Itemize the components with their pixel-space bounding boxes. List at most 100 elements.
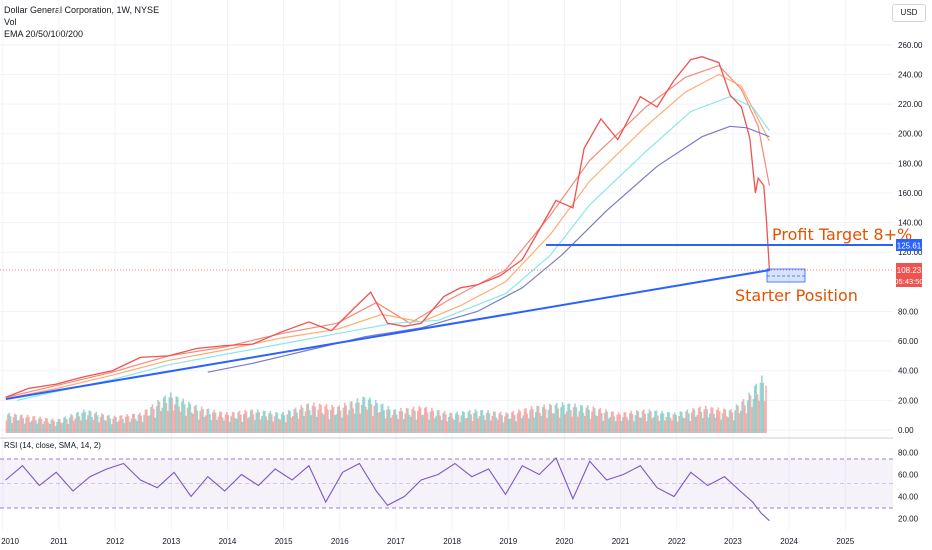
volume-bar	[678, 415, 680, 433]
starter-position-annotation[interactable]: Starter Position	[735, 286, 858, 305]
currency-button[interactable]: USD	[892, 4, 926, 22]
volume-bar	[341, 417, 343, 433]
volume-bar	[487, 410, 489, 433]
volume-bar	[262, 410, 265, 433]
volume-bar	[85, 419, 88, 433]
volume-bar	[390, 417, 392, 433]
volume-bar	[402, 419, 405, 433]
volume-bar	[176, 397, 179, 433]
rsi-legend[interactable]: RSI (14, close, SMA, 14, 2)	[4, 441, 101, 450]
volume-bar	[401, 411, 404, 433]
volume-bar	[81, 412, 84, 433]
volume-bar	[634, 415, 637, 433]
volume-bar	[425, 406, 428, 433]
volume-bar	[450, 413, 453, 433]
volume-bar	[414, 410, 416, 433]
volume-bar	[372, 416, 374, 433]
volume-bar	[49, 423, 51, 433]
price-tick-label: 80.00	[898, 307, 919, 316]
volume-bar	[728, 410, 731, 433]
volume-bar	[659, 413, 662, 433]
volume-bar	[464, 418, 467, 433]
rsi-axis[interactable]: 20.00 40.00 60.00 80.00	[898, 449, 919, 524]
volume-bar	[523, 408, 526, 433]
volume-bar	[89, 411, 92, 433]
chart-legend: Dollar General Corporation, 1W, NYSE Vol…	[4, 4, 159, 40]
rsi-tick-label: 80.00	[898, 449, 919, 458]
ema-lines	[5, 64, 770, 401]
support-trendline[interactable]	[5, 269, 771, 400]
volume-bar	[134, 418, 137, 433]
ema-line-ema-20	[5, 64, 770, 398]
volume-bar	[497, 419, 499, 433]
volume-bar	[575, 407, 578, 433]
volume-bar	[241, 421, 244, 433]
volume-bar	[380, 404, 383, 433]
volume-bar	[366, 409, 369, 433]
profit-target-annotation[interactable]: Profit Target 8+%	[772, 225, 912, 244]
volume-bar	[377, 412, 380, 433]
volume-bar	[658, 420, 661, 433]
volume-bar	[386, 409, 388, 433]
volume-bar	[256, 409, 259, 433]
volume-bar	[418, 405, 421, 433]
starter-position-box[interactable]	[766, 268, 806, 283]
volume-bar	[405, 407, 408, 433]
volume-bar	[359, 413, 362, 433]
volume-bar	[11, 422, 13, 433]
volume-bar	[741, 401, 743, 433]
time-axis[interactable]: 2010 2011 2012 2013 2014 2015 2016 2017 2018 2019…	[1, 537, 855, 546]
volume-bar	[717, 407, 720, 433]
volume-bar	[617, 412, 620, 433]
volume-bar	[530, 406, 533, 433]
volume-bar	[365, 406, 367, 433]
volume-bar	[438, 410, 440, 433]
volume-bar	[581, 405, 583, 433]
volume-bar	[682, 417, 684, 433]
volume-bar	[404, 413, 406, 433]
volume-bar	[150, 407, 152, 433]
symbol-title[interactable]: Dollar General Corporation, 1W, NYSE	[4, 5, 160, 15]
price-tick-label: 220.00	[898, 100, 923, 109]
volume-bar	[353, 413, 356, 433]
volume-bar	[346, 414, 349, 433]
price-tick-label: 260.00	[898, 41, 923, 50]
volume-bar	[763, 401, 766, 433]
rsi-line	[5, 457, 770, 522]
volume-bar	[400, 407, 402, 433]
volume-bar	[417, 411, 419, 433]
volume-bar	[411, 408, 413, 433]
volume-bar	[304, 411, 307, 433]
volume-bar	[16, 420, 19, 433]
volume-bar	[683, 418, 686, 433]
volume-bar	[429, 411, 432, 433]
volume-bar	[506, 413, 509, 433]
volume-bar	[313, 402, 315, 433]
volume-bar	[226, 412, 228, 433]
volume-bar	[730, 409, 732, 433]
volume-bar	[115, 416, 117, 433]
volume-bar	[484, 419, 487, 433]
volume-legend[interactable]: Vol	[4, 17, 17, 27]
time-tick-label: 2022	[668, 537, 686, 546]
volume-bar	[238, 410, 241, 433]
volume-bar	[645, 421, 648, 433]
volume-bar	[315, 416, 318, 433]
volume-bar	[123, 422, 126, 433]
volume-bar	[599, 408, 602, 433]
volume-bar	[398, 411, 401, 433]
price-tick-label: 60.00	[898, 337, 919, 346]
volume-bar	[185, 415, 187, 433]
volume-bar	[263, 410, 266, 433]
volume-bar	[358, 402, 360, 433]
volume-bar	[53, 421, 55, 433]
volume-bar	[720, 419, 722, 433]
price-axis[interactable]: 0.00 20.00 40.00 60.00 80.00 120.00 140.00 160.…	[898, 41, 923, 435]
volume-bar	[554, 404, 557, 433]
volume-bar	[293, 409, 296, 433]
volume-bar	[331, 404, 333, 433]
volume-bar	[207, 408, 210, 433]
ema-legend[interactable]: EMA 20/50/100/200	[4, 29, 84, 39]
volume-bar	[633, 421, 635, 433]
